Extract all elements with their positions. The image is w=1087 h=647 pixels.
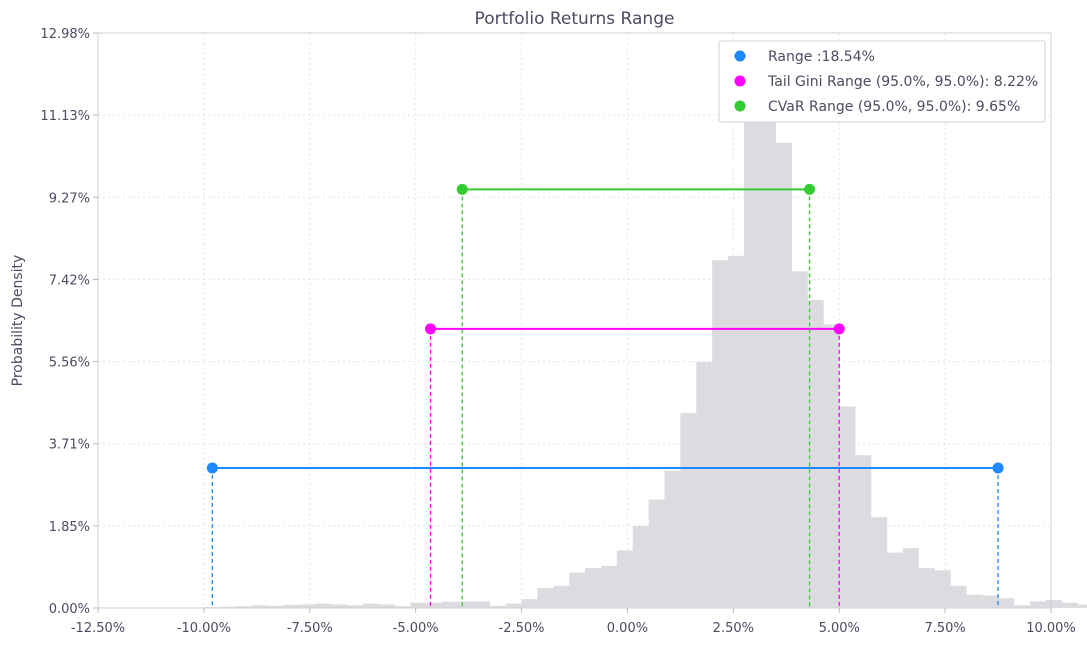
x-tick-label: 10.00% <box>1026 621 1076 636</box>
plot-frame <box>97 32 1052 609</box>
legend-marker <box>734 50 746 62</box>
histogram-bar <box>569 572 586 608</box>
histogram-bar <box>505 603 522 608</box>
x-tick-label: -7.50% <box>287 621 333 636</box>
histogram-bar <box>267 605 284 608</box>
histogram-bar <box>1045 600 1062 608</box>
histogram-bar <box>1013 605 1031 608</box>
histogram-bar <box>235 606 252 608</box>
histogram-bar <box>743 63 761 608</box>
range-endpoint <box>833 323 845 335</box>
range-endpoint <box>456 183 468 195</box>
range-endpoint <box>804 183 816 195</box>
histogram-bar <box>346 605 364 608</box>
histogram-bar <box>394 606 411 608</box>
histogram-bar <box>1029 601 1047 608</box>
histogram-bar <box>299 604 316 608</box>
chart-title: Portfolio Returns Range <box>475 9 675 29</box>
x-tick-label: -5.00% <box>393 621 439 636</box>
y-tick-label: 1.85% <box>49 520 90 535</box>
histogram-bar <box>886 552 904 608</box>
histogram-bar <box>410 602 427 608</box>
ticks: -12.50% -10.00% -7.50% -5.00% -2.50% 0.00% 2.5… <box>40 27 1075 636</box>
y-tick-label: 11.13% <box>40 109 90 124</box>
histogram-bar <box>632 526 649 608</box>
histogram-bar <box>473 601 491 608</box>
x-tick-label: 7.50% <box>924 621 965 636</box>
histogram-bar <box>728 255 745 608</box>
y-axis-label: Probability Density <box>10 255 26 387</box>
x-tick-label: 5.00% <box>819 621 860 636</box>
y-tick-label: 5.56% <box>49 356 90 371</box>
histogram-bar <box>982 595 999 608</box>
histogram-bar <box>1077 604 1087 608</box>
histogram-bar <box>791 271 808 608</box>
histogram-bar <box>362 603 379 608</box>
histogram-bar <box>251 605 268 608</box>
legend-label: Range :18.54% <box>768 49 875 65</box>
legend-box <box>718 40 1046 123</box>
histogram-bar <box>680 413 697 608</box>
legend-label: Tail Gini Range (95.0%, 95.0%): 8.22% <box>767 74 1038 90</box>
histogram-bar <box>807 300 824 608</box>
legend-marker <box>734 100 746 112</box>
histogram-bar <box>712 260 729 608</box>
x-tick-label: -12.50% <box>71 621 125 636</box>
histogram-bar <box>219 606 236 608</box>
histogram-bar <box>870 517 888 608</box>
histogram-bar <box>458 601 475 608</box>
histogram-bar <box>283 604 300 608</box>
range-series <box>206 183 1004 608</box>
histogram-bar <box>855 455 872 608</box>
histogram-bar <box>330 604 348 608</box>
range-endpoint <box>424 323 436 335</box>
histogram-bar <box>664 470 681 608</box>
y-tick-label: 7.42% <box>49 273 90 288</box>
histogram-bar <box>315 603 332 608</box>
histogram-bar <box>934 570 951 608</box>
histogram-bar <box>489 605 506 608</box>
histogram-bar <box>426 602 443 608</box>
histogram-bar <box>585 568 602 608</box>
histogram-bar <box>918 568 935 608</box>
histogram-bar <box>378 604 395 608</box>
x-tick-label: -2.50% <box>499 621 545 636</box>
y-tick-label: 3.71% <box>49 438 90 453</box>
x-tick-label: 2.50% <box>713 621 754 636</box>
range-endpoint <box>206 462 218 474</box>
histogram-bar <box>966 594 983 608</box>
range-endpoint <box>992 462 1004 474</box>
x-tick-label: -10.00% <box>177 621 231 636</box>
histogram-bar <box>616 550 634 608</box>
histogram-bar <box>998 598 1015 608</box>
histogram-bar <box>537 588 554 608</box>
legend-marker <box>734 75 746 87</box>
histogram-bar <box>553 585 570 608</box>
histogram-bar <box>759 52 776 609</box>
histogram-bar <box>775 142 792 608</box>
histogram-bar <box>839 406 856 608</box>
y-tick-label: 9.27% <box>49 191 90 206</box>
histogram-bar <box>1061 602 1078 608</box>
y-tick-label: 0.00% <box>49 602 90 617</box>
legend-label: CVaR Range (95.0%, 95.0%): 9.65% <box>768 99 1020 115</box>
legend: Range :18.54% Tail Gini Range (95.0%, 95.… <box>718 40 1046 123</box>
histogram-bar <box>902 548 919 608</box>
histogram-bar <box>600 565 618 608</box>
histogram-bar <box>696 362 713 608</box>
y-tick-label: 12.98% <box>40 27 90 42</box>
histogram-bar <box>442 601 459 608</box>
histogram-bar <box>823 324 840 608</box>
histogram-bar <box>521 599 538 608</box>
histogram-bar <box>648 499 665 608</box>
x-tick-label: 0.00% <box>607 621 648 636</box>
histogram-bar <box>950 585 967 608</box>
histogram <box>203 52 1087 609</box>
